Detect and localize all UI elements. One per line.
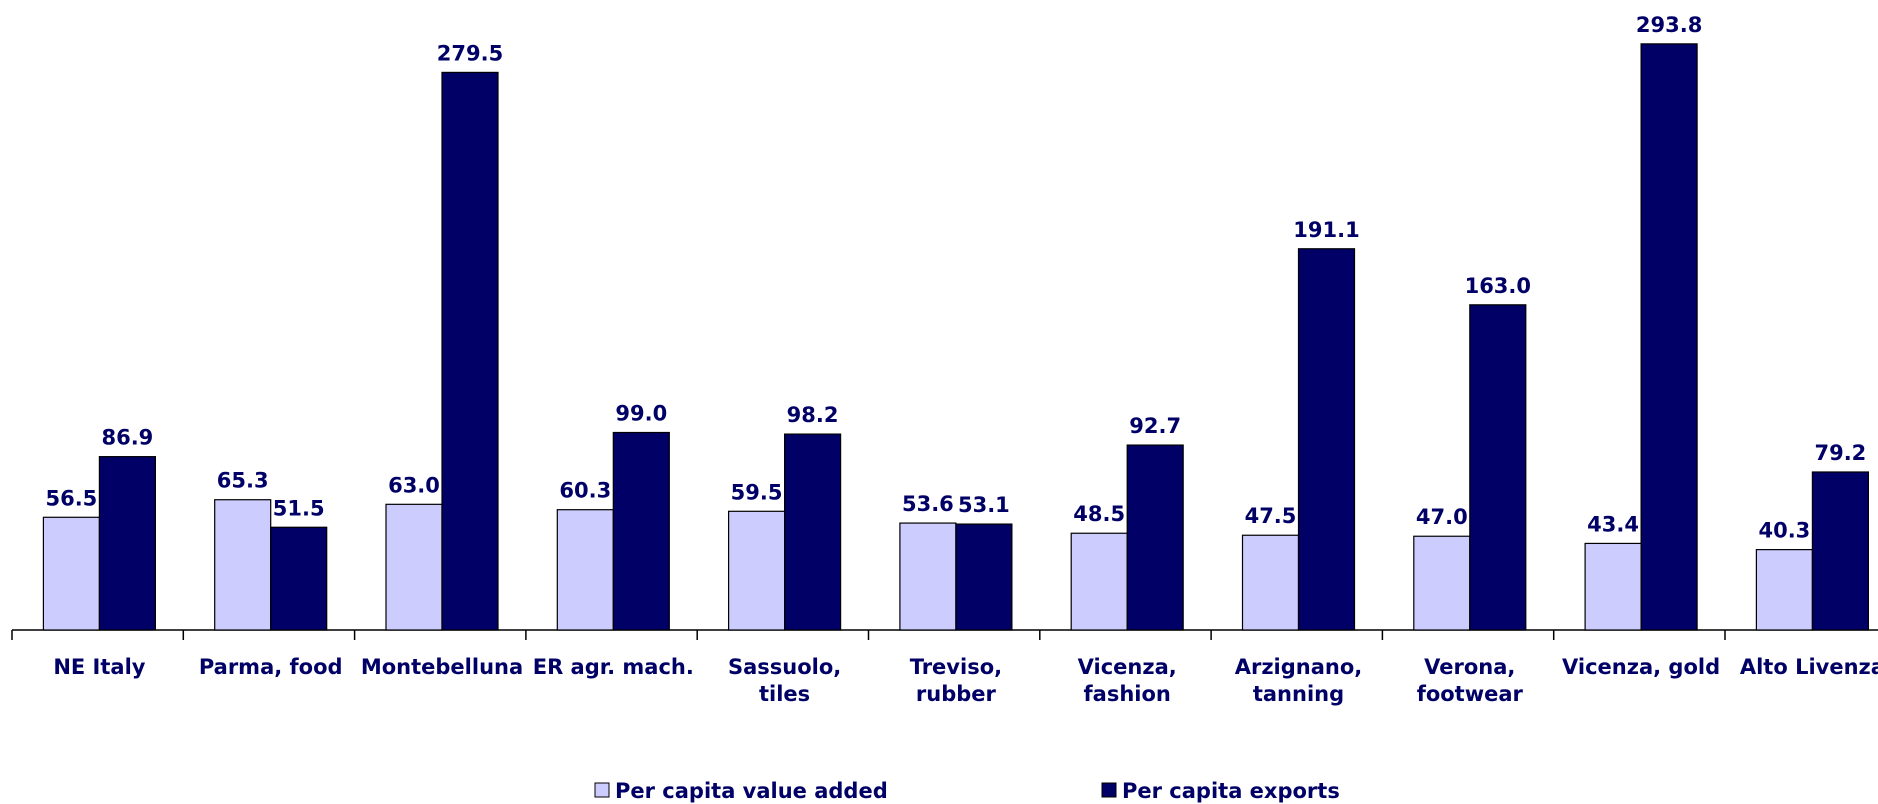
bar [1297,248,1356,631]
bar [783,433,842,631]
bar [1584,542,1642,631]
x-tick-label: Alto Livenza [1740,655,1878,679]
bar [1070,532,1128,631]
bar [385,503,443,631]
x-tick-label: Verona, footwear [1417,655,1524,706]
bar [1640,43,1698,631]
value-label: 63.0 [388,473,440,497]
value-label: 79.2 [1814,441,1866,465]
bar [955,523,1013,631]
x-tick-label: Vicenza, fashion [1078,655,1177,706]
x-tick-label: Montebelluna [361,655,523,679]
value-label: 51.5 [273,496,325,520]
bar [98,456,157,631]
bar [899,522,957,631]
bar [1811,471,1870,631]
value-label: 59.5 [731,480,783,504]
bar [612,431,670,631]
bar [1241,534,1300,631]
value-label: 92.7 [1129,414,1181,438]
x-tick-label: Treviso, rubber [910,655,1002,706]
bar [556,509,614,631]
value-label: 279.5 [437,41,503,65]
x-tick-label: Vicenza, gold [1562,655,1720,679]
bar [214,499,272,631]
x-tick-label: Sassuolo, tiles [728,655,841,706]
value-label: 98.2 [787,403,839,427]
bar [1755,549,1814,631]
value-label: 40.3 [1758,519,1810,543]
value-label: 47.0 [1416,505,1468,529]
legend-swatch [594,782,610,798]
value-label: 48.5 [1073,502,1125,526]
value-label: 60.3 [559,479,611,503]
bar [441,71,499,631]
x-tick-label: NE Italy [53,655,145,679]
x-tick-label: Arzignano, tanning [1235,655,1363,706]
legend-swatch [1101,782,1117,798]
x-tick-label: Parma, food [199,655,343,679]
legend-label: Per capita value added [615,779,888,803]
bar [42,516,101,631]
value-label: 99.0 [615,401,667,425]
value-label: 163.0 [1465,274,1531,298]
bar [1413,535,1471,631]
bar [1126,444,1184,631]
value-label: 191.1 [1293,218,1359,242]
bar [727,510,786,631]
value-label: 53.6 [902,492,954,516]
value-label: 56.5 [45,486,97,510]
value-label: 86.9 [101,426,153,450]
x-tick-label: ER agr. mach. [533,655,694,679]
legend-label: Per capita exports [1122,779,1340,803]
bar [1469,304,1527,631]
value-label: 53.1 [958,493,1010,517]
value-label: 47.5 [1245,504,1297,528]
value-label: 65.3 [217,469,269,493]
bar [270,526,328,631]
value-label: 43.4 [1587,512,1639,536]
value-label: 293.8 [1636,13,1702,37]
